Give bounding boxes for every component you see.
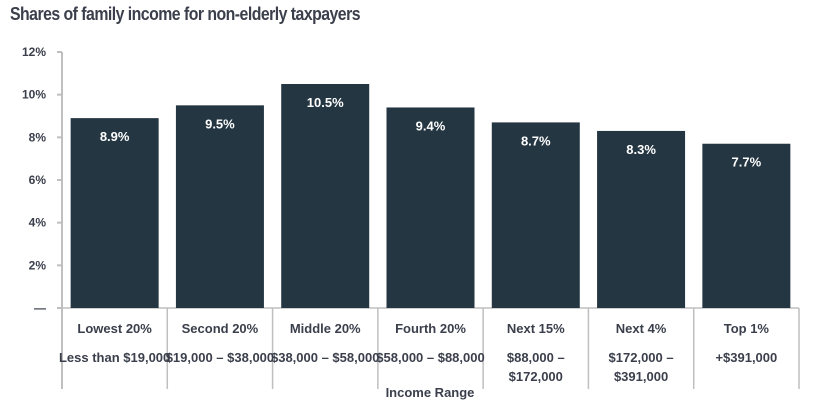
x-category-label: Middle 20% <box>290 321 361 336</box>
y-tick-label: 6% <box>29 173 47 187</box>
income-range-label: +$391,000 <box>715 350 777 365</box>
y-tick-label: 2% <box>29 258 47 272</box>
bar <box>175 105 264 308</box>
bar <box>491 122 580 309</box>
bar-data-label: 7.7% <box>732 155 762 170</box>
income-range-label: $38,000 – $58,000 <box>271 350 379 365</box>
income-range-label: $391,000 <box>614 369 668 384</box>
chart-title: Shares of family income for non-elderly … <box>10 4 361 24</box>
bar-data-label: 9.5% <box>205 116 235 131</box>
x-category-label: Next 15% <box>507 321 565 336</box>
income-range-label: $58,000 – $88,000 <box>376 350 484 365</box>
bar-data-label: 8.9% <box>100 129 130 144</box>
y-tick-label: 12% <box>22 45 46 59</box>
bar-data-label: 10.5% <box>307 95 344 110</box>
income-range-label: $19,000 – $38,000 <box>166 350 274 365</box>
x-category-label: Lowest 20% <box>77 321 152 336</box>
y-tick-label: 10% <box>22 88 46 102</box>
income-range-label: $172,000 – <box>609 350 674 365</box>
x-category-label: Next 4% <box>616 321 667 336</box>
x-category-label: Top 1% <box>724 321 770 336</box>
y-tick-label: 8% <box>29 130 47 144</box>
x-category-label: Second 20% <box>182 321 259 336</box>
bar-data-label: 8.7% <box>521 133 551 148</box>
income-range-label: $172,000 <box>509 369 563 384</box>
x-category-label: Fourth 20% <box>395 321 466 336</box>
bar <box>597 130 686 308</box>
bar <box>386 107 475 308</box>
bar-data-label: 8.3% <box>626 142 656 157</box>
y-tick-label: 4% <box>29 216 47 230</box>
bar <box>70 118 159 308</box>
bar-data-label: 9.4% <box>416 118 446 133</box>
bar <box>702 143 791 308</box>
x-axis-title: Income Range <box>386 385 475 400</box>
y-tick-label: — <box>34 301 46 315</box>
bar <box>281 84 370 308</box>
income-range-label: Less than $19,000 <box>59 350 170 365</box>
income-range-label: $88,000 – <box>507 350 565 365</box>
